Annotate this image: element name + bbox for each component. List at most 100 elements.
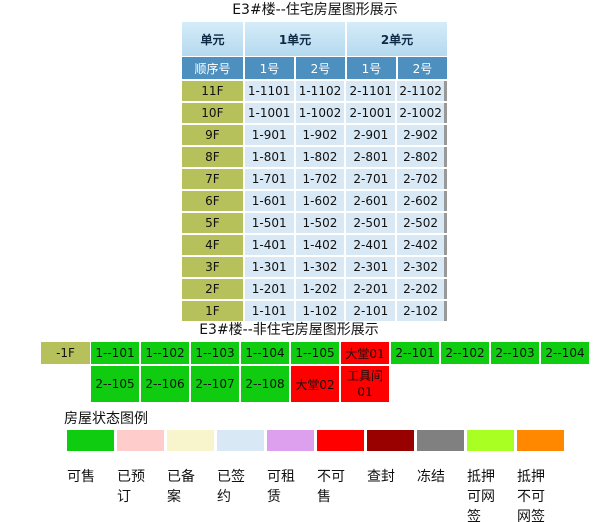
- legend-label: 已备案: [167, 469, 195, 505]
- non-res-unit[interactable]: 1--103: [191, 342, 239, 364]
- non-res-floor-label: -1F: [41, 342, 90, 364]
- non-res-unit[interactable]: 1--105: [291, 342, 339, 364]
- room-cell[interactable]: 1-901: [244, 124, 294, 145]
- room-cell[interactable]: 1-1002: [295, 102, 345, 123]
- room-cell[interactable]: 2-702: [397, 168, 448, 189]
- room-cell[interactable]: 2-902: [397, 124, 448, 145]
- non-res-unit[interactable]: 2--108: [241, 366, 289, 402]
- non-res-unit[interactable]: 2--103: [491, 342, 539, 364]
- floor-label: 2F: [182, 278, 243, 299]
- room-cell[interactable]: 2-202: [397, 278, 448, 299]
- legend-swatch: [317, 430, 364, 451]
- room-cell[interactable]: 1-301: [244, 256, 294, 277]
- legend-label: 可售: [67, 469, 95, 485]
- non-residential-title: E3#楼--非住宅房屋图形展示: [199, 322, 379, 338]
- non-res-unit[interactable]: 2--105: [91, 366, 139, 402]
- floor-row: 8F 1-801 1-802 2-801 2-802: [182, 146, 449, 167]
- room-cell[interactable]: 2-901: [346, 124, 396, 145]
- legend-swatch: [517, 430, 564, 451]
- room-cell[interactable]: 2-402: [397, 234, 448, 255]
- room-cell[interactable]: 2-302: [397, 256, 448, 277]
- room-cell[interactable]: 1-602: [295, 190, 345, 211]
- room-cell[interactable]: 1-701: [244, 168, 294, 189]
- room-cell[interactable]: 2-1001: [346, 102, 396, 123]
- floor-label: 7F: [182, 168, 243, 189]
- room-cell[interactable]: 1-202: [295, 278, 345, 299]
- room-no-header: 1号: [347, 57, 398, 79]
- room-cell[interactable]: 2-101: [346, 300, 396, 321]
- room-cell[interactable]: 2-801: [346, 146, 396, 167]
- legend-swatch: [417, 430, 464, 451]
- legend-label: 可租赁: [267, 469, 295, 505]
- legend-label: 抵押可网签: [467, 469, 495, 522]
- legend-label: 不可售: [317, 469, 345, 505]
- floor-label: 3F: [182, 256, 243, 277]
- legend-label: 冻结: [417, 469, 445, 485]
- legend-swatch: [167, 430, 214, 451]
- room-cell[interactable]: 2-102: [397, 300, 448, 321]
- legend-swatch: [267, 430, 314, 451]
- room-cell[interactable]: 1-401: [244, 234, 294, 255]
- room-cell[interactable]: 2-601: [346, 190, 396, 211]
- non-res-unit[interactable]: 2--104: [541, 342, 589, 364]
- non-res-unit[interactable]: 1--102: [141, 342, 189, 364]
- floor-label: 4F: [182, 234, 243, 255]
- non-res-unit[interactable]: 2--107: [191, 366, 239, 402]
- room-cell[interactable]: 2-1101: [346, 80, 396, 101]
- room-cell[interactable]: 1-702: [295, 168, 345, 189]
- room-cell[interactable]: 1-502: [295, 212, 345, 233]
- room-cell[interactable]: 1-1102: [295, 80, 345, 101]
- room-cell[interactable]: 2-1102: [397, 80, 448, 101]
- room-cell[interactable]: 1-902: [295, 124, 345, 145]
- residential-grid: 单元 1单元 2单元 顺序号 1号 2号 1号 2号 11F 1-1101 1-11…: [182, 22, 449, 321]
- floor-row: 4F 1-401 1-402 2-401 2-402: [182, 234, 449, 255]
- legend-label: 查封: [367, 469, 395, 485]
- room-cell[interactable]: 1-402: [295, 234, 345, 255]
- floor-row: 2F 1-201 1-202 2-201 2-202: [182, 278, 449, 299]
- room-cell[interactable]: 1-201: [244, 278, 294, 299]
- room-cell[interactable]: 2-501: [346, 212, 396, 233]
- room-cell[interactable]: 1-1101: [244, 80, 294, 101]
- room-cell[interactable]: 2-301: [346, 256, 396, 277]
- floor-row: 11F 1-1101 1-1102 2-1101 2-1102: [182, 80, 449, 101]
- room-cell[interactable]: 1-102: [295, 300, 345, 321]
- room-cell[interactable]: 2-1002: [397, 102, 448, 123]
- floor-label: 1F: [182, 300, 243, 321]
- non-res-unit[interactable]: 2--106: [141, 366, 189, 402]
- room-cell[interactable]: 2-602: [397, 190, 448, 211]
- floor-label: 9F: [182, 124, 243, 145]
- non-res-unit[interactable]: 1--104: [241, 342, 289, 364]
- non-res-unit[interactable]: 大堂02: [291, 366, 339, 402]
- room-cell[interactable]: 2-802: [397, 146, 448, 167]
- legend-swatch: [117, 430, 164, 451]
- room-cell[interactable]: 2-502: [397, 212, 448, 233]
- legend-title: 房屋状态图例: [64, 411, 148, 427]
- room-no-header: 1号: [245, 57, 296, 79]
- room-cell[interactable]: 2-401: [346, 234, 396, 255]
- non-res-unit[interactable]: 1--101: [91, 342, 139, 364]
- floor-label: 11F: [182, 80, 243, 101]
- room-cell[interactable]: 2-201: [346, 278, 396, 299]
- unit-1-header: 1单元: [245, 22, 347, 56]
- non-res-unit[interactable]: 2--102: [441, 342, 489, 364]
- room-cell[interactable]: 1-601: [244, 190, 294, 211]
- room-cell[interactable]: 1-1001: [244, 102, 294, 123]
- room-cell[interactable]: 1-501: [244, 212, 294, 233]
- room-cell[interactable]: 1-101: [244, 300, 294, 321]
- room-cell[interactable]: 1-802: [295, 146, 345, 167]
- unit-header: 单元: [182, 22, 245, 56]
- room-cell[interactable]: 1-302: [295, 256, 345, 277]
- floor-row: 10F 1-1001 1-1002 2-1001 2-1002: [182, 102, 449, 123]
- non-res-unit[interactable]: 大堂01: [341, 342, 389, 364]
- room-cell[interactable]: 1-801: [244, 146, 294, 167]
- legend-label: 已签约: [217, 469, 245, 505]
- non-res-unit[interactable]: 工具间01: [341, 366, 389, 402]
- residential-title: E3#楼--住宅房屋图形展示: [232, 2, 398, 18]
- legend-label: 已预订: [117, 469, 145, 505]
- non-res-unit[interactable]: 2--101: [391, 342, 439, 364]
- floor-row: 3F 1-301 1-302 2-301 2-302: [182, 256, 449, 277]
- room-cell[interactable]: 2-701: [346, 168, 396, 189]
- room-no-header: 2号: [398, 57, 449, 79]
- legend-label: 抵押不可网签: [517, 469, 545, 522]
- floor-label: 10F: [182, 102, 243, 123]
